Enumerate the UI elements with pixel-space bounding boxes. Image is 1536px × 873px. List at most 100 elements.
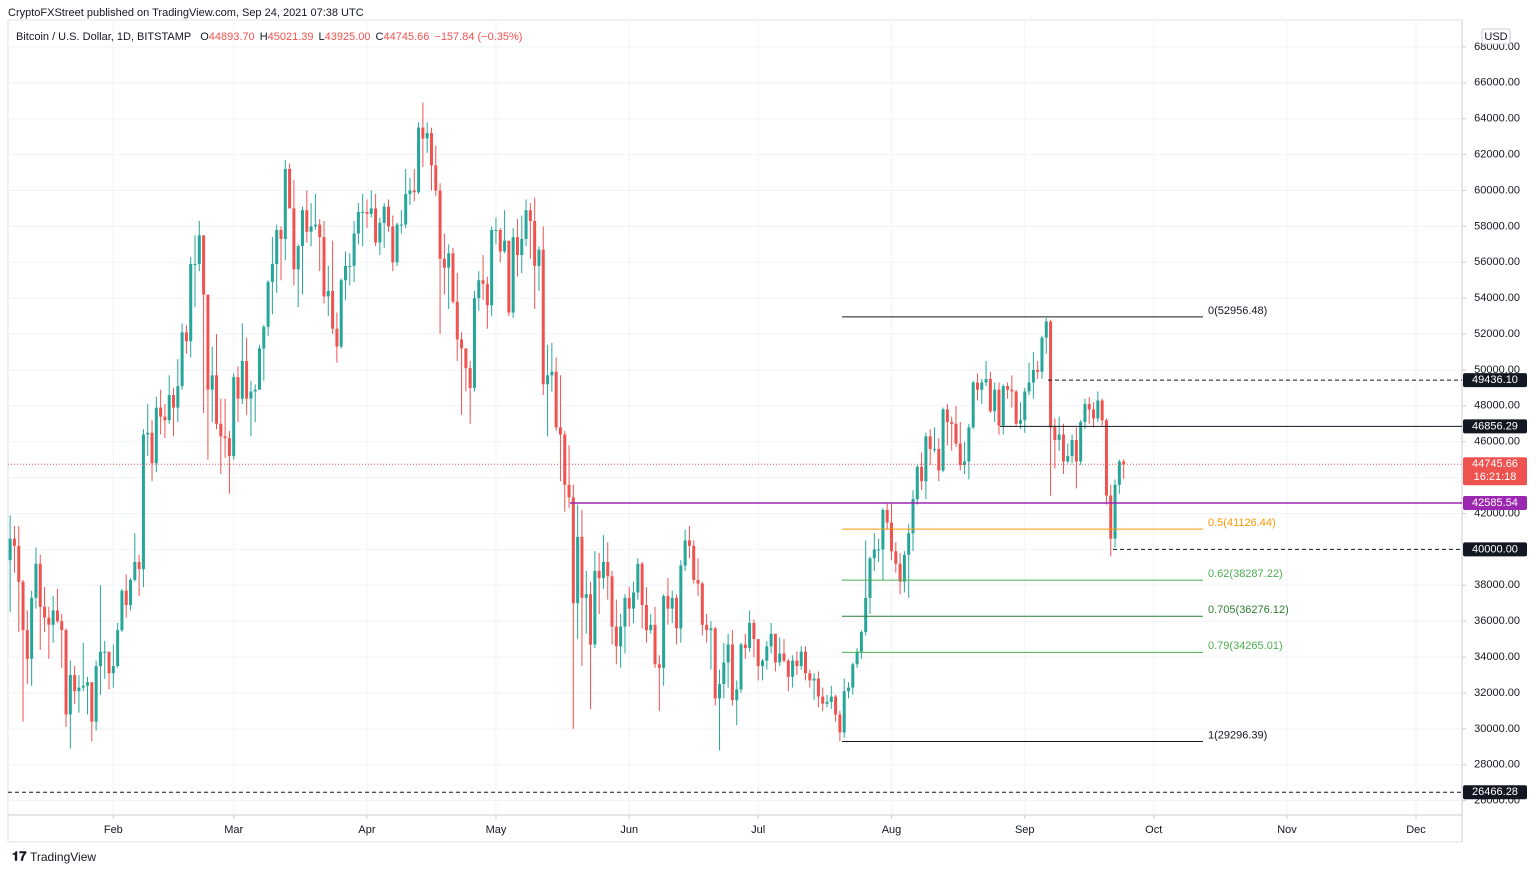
candle-body: [21, 581, 25, 631]
ohlc-value: 45021.39: [268, 31, 314, 43]
candle-body: [1070, 439, 1074, 457]
candle-body: [305, 210, 309, 232]
candle-body: [606, 561, 610, 577]
x-tick-label: Nov: [1277, 824, 1297, 836]
candle-body: [1113, 484, 1117, 539]
candle-body: [1049, 321, 1053, 428]
candle-body: [683, 540, 687, 566]
y-tick-label: 28000.00: [1474, 759, 1520, 771]
candle-body: [584, 594, 588, 598]
ohlc-key: C: [376, 31, 384, 43]
candle-body: [511, 237, 515, 313]
candle-body: [98, 651, 102, 667]
candle-body: [399, 224, 403, 226]
candle-body: [90, 682, 94, 722]
candle-body: [159, 407, 163, 417]
candle-body: [795, 660, 799, 667]
y-tick-label: 34000.00: [1474, 651, 1520, 663]
candle-body: [129, 579, 133, 606]
candle-body: [941, 409, 945, 471]
price-label-box: [1463, 373, 1527, 388]
candle-body: [352, 233, 356, 266]
candle-body: [963, 461, 967, 466]
candle-body: [713, 628, 717, 699]
candle-body: [984, 378, 988, 383]
candle-body: [889, 522, 893, 552]
candle-body: [907, 533, 911, 555]
candle-body: [554, 371, 558, 428]
candle-body: [975, 382, 979, 390]
candle-body: [365, 212, 369, 214]
candle-body: [1083, 404, 1087, 422]
candle-body: [51, 610, 55, 625]
candle-body: [25, 630, 29, 659]
candle-body: [980, 382, 984, 390]
candle-body: [167, 395, 171, 421]
candle-body: [460, 339, 464, 349]
ohlc-key: L: [319, 31, 325, 43]
candle-body: [920, 466, 924, 482]
candle-body: [851, 664, 855, 688]
publisher: CryptoFXStreet published on TradingView.…: [8, 7, 364, 19]
candle-body: [1001, 386, 1005, 426]
candle-body: [894, 551, 898, 564]
candle-body: [206, 294, 210, 390]
candle-body: [679, 565, 683, 629]
candle-body: [842, 691, 846, 733]
candle-body: [808, 673, 812, 681]
candle-body: [1053, 427, 1057, 440]
candle-body: [627, 597, 631, 609]
candle-body: [640, 563, 644, 606]
candle-body: [300, 210, 304, 247]
price-label: 42585.54: [1472, 497, 1518, 509]
candle-body: [748, 622, 752, 649]
price-label: 49436.10: [1472, 374, 1518, 386]
candle-body: [404, 194, 408, 225]
y-tick-label: 66000.00: [1474, 77, 1520, 89]
candle-body: [270, 264, 274, 283]
candle-body: [361, 212, 365, 214]
candle-body: [722, 662, 726, 684]
candle-body: [417, 127, 421, 193]
x-tick-label: Jun: [620, 824, 638, 836]
candle-body: [932, 448, 936, 450]
candle-body: [735, 689, 739, 701]
candle-body: [791, 660, 795, 677]
currency-box: [1481, 28, 1511, 45]
candle-body: [369, 208, 373, 214]
candle-body: [60, 621, 64, 631]
candle-body: [184, 332, 188, 342]
candle-body: [326, 290, 330, 297]
candle-body: [485, 283, 489, 306]
candle-body: [86, 682, 90, 686]
candles: [8, 102, 1126, 751]
candle-body: [1061, 434, 1065, 462]
change: −157.84 (−0.35%): [434, 31, 522, 43]
candle-body: [116, 630, 120, 667]
candle-body: [1044, 321, 1048, 338]
candle-body: [730, 644, 734, 701]
candle-body: [692, 545, 696, 580]
candle-body: [481, 280, 485, 284]
candle-body: [331, 290, 335, 329]
y-tick-label: 32000.00: [1474, 687, 1520, 699]
candle-body: [356, 212, 360, 234]
candle-body: [38, 563, 42, 607]
candle-body: [34, 563, 38, 598]
candle-body: [292, 208, 296, 270]
candle-body: [507, 240, 511, 313]
y-tick-label: 46000.00: [1474, 436, 1520, 448]
candle-body: [623, 597, 627, 627]
candle-body: [812, 678, 816, 681]
brand: TradingView: [30, 850, 96, 864]
candle-body: [868, 558, 872, 598]
candle-body: [515, 237, 519, 256]
candle-body: [279, 229, 283, 239]
candle-body: [219, 423, 223, 437]
candle-body: [816, 678, 820, 697]
candle-body: [971, 382, 975, 428]
candle-body: [339, 280, 343, 347]
x-tick-label: Sep: [1015, 824, 1035, 836]
candle-body: [954, 423, 958, 444]
candle-body: [649, 624, 653, 631]
